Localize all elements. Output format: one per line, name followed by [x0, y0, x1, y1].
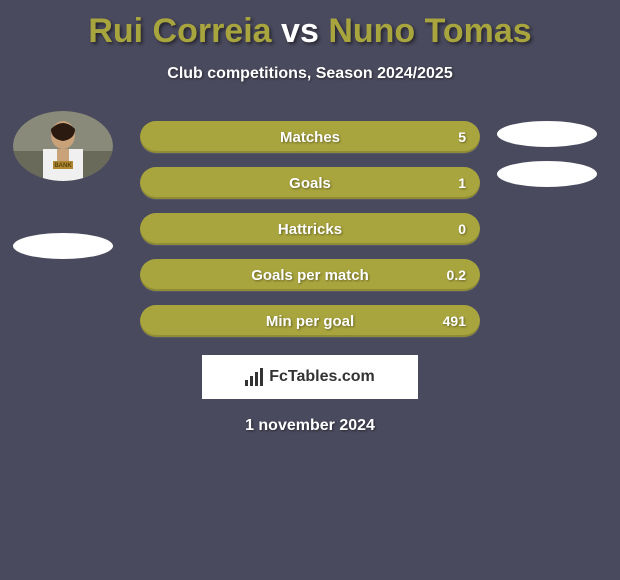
stat-bar: Hattricks0 — [140, 213, 480, 245]
subtitle: Club competitions, Season 2024/2025 — [0, 65, 620, 83]
bar-chart-icon — [245, 368, 263, 386]
brand-text: FcTables.com — [269, 368, 375, 386]
stat-label: Hattricks — [140, 221, 480, 238]
left-player-column: BANK — [8, 111, 118, 259]
date-line: 1 november 2024 — [0, 417, 620, 435]
stat-label: Min per goal — [140, 313, 480, 330]
stats-area: BANK Matches5 Goals1 Hattricks0 Goals per m… — [0, 121, 620, 337]
stat-value: 0.2 — [447, 267, 466, 283]
comparison-title: Rui Correia vs Nuno Tomas — [0, 0, 620, 51]
player2-name: Nuno Tomas — [328, 12, 531, 50]
stat-value: 0 — [458, 221, 466, 237]
vs-text: vs — [281, 12, 319, 50]
stat-bar: Min per goal491 — [140, 305, 480, 337]
stat-label: Goals per match — [140, 267, 480, 284]
stat-bar: Goals per match0.2 — [140, 259, 480, 291]
right-ellipse-1 — [497, 121, 597, 147]
left-ellipse — [13, 233, 113, 259]
svg-text:BANK: BANK — [54, 163, 72, 169]
stat-label: Matches — [140, 129, 480, 146]
right-ellipse-2 — [497, 161, 597, 187]
brand-badge: FcTables.com — [202, 355, 418, 399]
stat-value: 5 — [458, 129, 466, 145]
stat-value: 491 — [443, 313, 466, 329]
stat-bar: Goals1 — [140, 167, 480, 199]
stat-value: 1 — [458, 175, 466, 191]
right-player-column — [492, 111, 602, 187]
player1-name: Rui Correia — [88, 12, 271, 50]
stat-label: Goals — [140, 175, 480, 192]
player1-avatar: BANK — [13, 111, 113, 181]
stat-bars: Matches5Goals1Hattricks0Goals per match0… — [140, 121, 480, 337]
stat-bar: Matches5 — [140, 121, 480, 153]
